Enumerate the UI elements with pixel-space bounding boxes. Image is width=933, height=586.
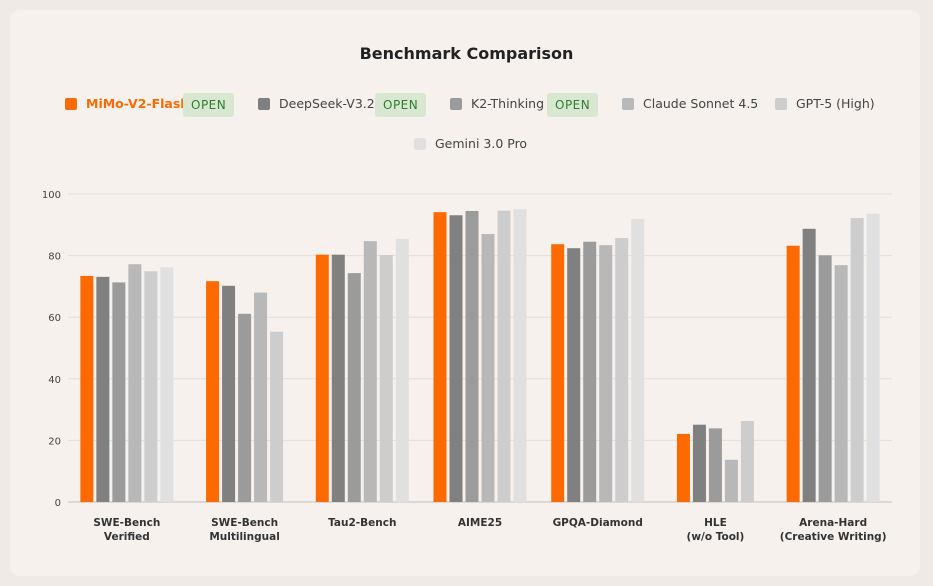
bar [331,254,345,502]
bar [222,285,236,502]
y-tick-label: 100 [42,190,61,201]
bar [144,271,158,502]
bar [80,275,94,502]
bar [270,331,284,502]
bar [740,420,754,502]
bar [112,282,126,502]
bar [786,245,800,502]
bar [96,276,110,502]
bar [599,245,613,503]
open-badge: OPEN [375,93,427,117]
x-tick-label: Arena-Hard [799,517,867,529]
y-tick-label: 0 [55,498,61,509]
bar [465,210,479,502]
legend-swatch [414,138,426,150]
x-tick-label: SWE-Bench [211,517,278,529]
legend-label: K2-Thinking [471,96,545,111]
bar [363,241,377,502]
x-tick-label: (w/o Tool) [687,531,745,543]
bar [347,273,361,502]
bar [254,292,268,502]
bar [724,459,738,502]
bar [818,255,832,502]
bar [513,209,527,502]
bar [497,210,511,502]
chart-title: Benchmark Comparison [359,44,574,63]
bar [449,215,463,502]
bar [238,313,252,502]
legend-label: Claude Sonnet 4.5 [643,96,759,111]
bar [834,265,848,502]
bar [708,428,722,502]
bar [850,218,864,503]
legend-label: GPT-5 (High) [796,96,875,111]
x-tick-label: GPQA-Diamond [553,517,643,529]
legend-swatch [775,98,787,110]
x-tick-label: HLE [704,517,727,529]
legend-swatch [258,98,270,110]
bar [866,213,880,502]
bar [206,281,220,502]
legend-swatch [450,98,462,110]
legend-swatch [622,98,634,110]
bar [395,238,409,502]
bar [160,267,174,502]
bar [583,241,597,503]
x-tick-label: SWE-Bench [93,517,160,529]
open-badge: OPEN [547,93,599,117]
bar [631,218,645,502]
bar [551,244,565,503]
y-tick-label: 40 [48,375,61,386]
bar [433,212,447,502]
x-tick-label: Verified [104,531,150,543]
y-tick-label: 20 [48,436,61,447]
x-tick-label: AIME25 [458,517,502,529]
y-tick-label: 80 [48,252,61,263]
bar [676,433,690,502]
bar [567,248,581,502]
x-tick-label: Tau2-Bench [328,517,396,529]
legend-label: Gemini 3.0 Pro [435,136,528,151]
legend-swatch [65,98,77,110]
y-tick-label: 60 [48,313,61,324]
bar [615,238,629,502]
bar [481,234,495,503]
x-tick-label: Multilingual [209,531,280,543]
bar [128,264,142,502]
bar [379,254,393,502]
x-tick-label: (Creative Writing) [780,531,887,543]
bar [802,228,816,502]
open-badge: OPEN [183,93,235,117]
legend-label: MiMo-V2-Flash [86,96,190,111]
bar [692,424,706,502]
legend-label: DeepSeek-V3.2 [279,96,375,111]
bar [315,254,329,502]
